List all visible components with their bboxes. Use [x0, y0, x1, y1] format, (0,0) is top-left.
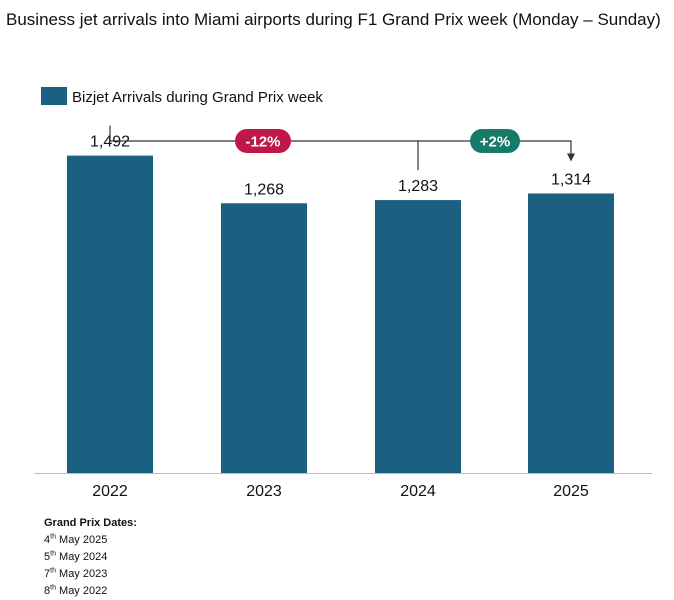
- grand-prix-dates-notes: Grand Prix Dates: 4th May 2025 5th May 20…: [44, 515, 137, 600]
- x-tick-label-2022: 2022: [92, 483, 128, 500]
- change-pill-2: [470, 129, 520, 153]
- change-pill-label-1: -12%: [245, 134, 280, 151]
- x-tick-label-2023: 2023: [246, 483, 282, 500]
- notes-list: 4th May 2025 5th May 2024 7th May 2023 8th …: [44, 532, 137, 600]
- grand-prix-date-item: 7th May 2023: [44, 567, 108, 580]
- arrowhead-icon: [567, 153, 575, 162]
- legend-swatch: [41, 87, 67, 105]
- data-label-2025: 1,314: [551, 171, 591, 188]
- bar-2023: [221, 203, 307, 473]
- grand-prix-date-item: 8th May 2022: [44, 584, 108, 597]
- bar-chart: Bizjet Arrivals during Grand Prix week 1,…: [34, 87, 652, 500]
- chart-title: Business jet arrivals into Miami airport…: [6, 10, 661, 29]
- notes-heading: Grand Prix Dates:: [44, 517, 137, 529]
- data-label-2023: 1,268: [244, 181, 284, 198]
- x-tick-label-2024: 2024: [400, 483, 436, 500]
- change-pill-1: [235, 129, 291, 153]
- grand-prix-date-item: 5th May 2024: [44, 550, 108, 563]
- bar-2022: [67, 155, 153, 474]
- data-label-2022: 1,492: [90, 134, 130, 151]
- grand-prix-date-item: 4th May 2025: [44, 533, 108, 546]
- legend-label: Bizjet Arrivals during Grand Prix week: [72, 89, 323, 106]
- bar-2025: [528, 193, 614, 473]
- data-label-2024: 1,283: [398, 178, 438, 195]
- bar-2024: [375, 200, 461, 473]
- change-pill-label-2: +2%: [480, 134, 510, 151]
- x-tick-label-2025: 2025: [553, 483, 589, 500]
- bracket-2024-2025: [418, 140, 572, 160]
